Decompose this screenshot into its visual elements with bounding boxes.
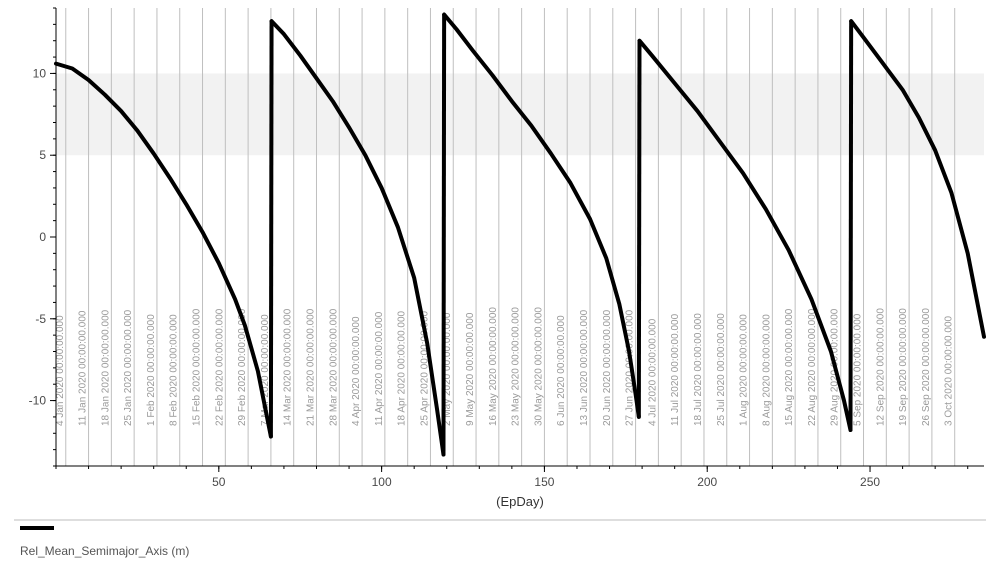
x-tick-label: 200 <box>697 475 717 489</box>
chart-container: 4 Jan 2020 00:00:00.00011 Jan 2020 00:00… <box>0 0 1000 562</box>
gridline-date-label: 23 May 2020 00:00:00.000 <box>511 307 522 426</box>
gridline-date-label: 3 Oct 2020 00:00:00.000 <box>944 315 955 426</box>
gridline-date-label: 11 Jan 2020 00:00:00.000 <box>78 310 89 426</box>
y-tick-label: -10 <box>29 394 47 408</box>
gridline-date-label: 22 Aug 2020 00:00:00.000 <box>807 308 818 426</box>
gridline-date-label: 16 May 2020 00:00:00.000 <box>488 307 499 426</box>
gridline-date-label: 1 Aug 2020 00:00:00.000 <box>739 314 750 426</box>
x-tick-label: 250 <box>860 475 880 489</box>
gridline-date-label: 25 Jan 2020 00:00:00.000 <box>123 309 134 426</box>
gridline-date-label: 11 Apr 2020 00:00:00.000 <box>374 311 385 426</box>
gridline-date-label: 18 Apr 2020 00:00:00.000 <box>397 310 408 426</box>
gridline-date-label: 4 Jul 2020 00:00:00.000 <box>647 318 658 426</box>
gridline-date-label: 8 Aug 2020 00:00:00.000 <box>761 314 772 426</box>
gridline-date-label: 15 Feb 2020 00:00:00.000 <box>192 308 203 426</box>
gridline-date-label: 6 Jun 2020 00:00:00.000 <box>556 315 567 426</box>
gridline-date-label: 9 May 2020 00:00:00.000 <box>465 312 476 426</box>
gridline-date-label: 22 Feb 2020 00:00:00.000 <box>214 308 225 426</box>
gridline-date-label: 28 Mar 2020 00:00:00.000 <box>328 308 339 426</box>
gridline-date-label: 19 Sep 2020 00:00:00.000 <box>898 308 909 426</box>
gridline-date-label: 1 Feb 2020 00:00:00.000 <box>146 314 157 426</box>
gridline-date-label: 15 Aug 2020 00:00:00.000 <box>784 308 795 426</box>
gridline-date-label: 18 Jan 2020 00:00:00.000 <box>100 309 111 426</box>
gridline-date-label: 4 Apr 2020 00:00:00.000 <box>351 316 362 426</box>
x-tick-label: 50 <box>212 475 226 489</box>
gridline-date-label: 13 Jun 2020 00:00:00.000 <box>579 309 590 426</box>
gridline-date-label: 12 Sep 2020 00:00:00.000 <box>875 308 886 426</box>
gridline-date-label: 18 Jul 2020 00:00:00.000 <box>693 313 704 426</box>
y-tick-label: 0 <box>39 230 46 244</box>
legend-swatch <box>20 526 54 530</box>
gridline-date-label: 20 Jun 2020 00:00:00.000 <box>602 309 613 426</box>
gridline-date-label: 21 Mar 2020 00:00:00.000 <box>305 308 316 426</box>
x-axis-title: (EpDay) <box>496 494 544 509</box>
gridline-date-label: 25 Jul 2020 00:00:00.000 <box>716 313 727 426</box>
chart-svg: 4 Jan 2020 00:00:00.00011 Jan 2020 00:00… <box>0 0 1000 562</box>
y-tick-label: 5 <box>39 148 46 162</box>
legend: Rel_Mean_Semimajor_Axis (m) <box>20 526 189 558</box>
legend-label: Rel_Mean_Semimajor_Axis (m) <box>20 544 189 558</box>
gridline-date-label: 11 Jul 2020 00:00:00.000 <box>670 313 681 426</box>
gridline-date-label: 5 Sep 2020 00:00:00.000 <box>853 313 864 426</box>
gridline-date-label: 30 May 2020 00:00:00.000 <box>533 307 544 426</box>
x-tick-label: 150 <box>534 475 554 489</box>
y-tick-label: -5 <box>35 312 46 326</box>
x-tick-label: 100 <box>372 475 392 489</box>
gridline-date-label: 8 Feb 2020 00:00:00.000 <box>169 314 180 426</box>
gridline-date-label: 14 Mar 2020 00:00:00.000 <box>283 308 294 426</box>
y-tick-label: 10 <box>33 66 47 80</box>
gridline-date-label: 26 Sep 2020 00:00:00.000 <box>921 308 932 426</box>
